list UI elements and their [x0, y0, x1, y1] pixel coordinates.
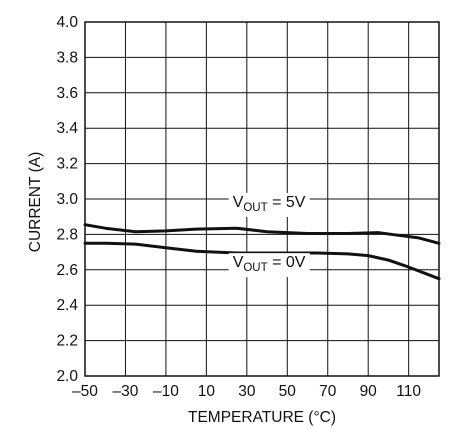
series-line-2 — [83, 241, 441, 281]
y-tick-label: 2.8 — [56, 226, 78, 243]
annotation-label: VOUT = 0V — [233, 254, 306, 274]
series-annotation-1: VOUT = 5V — [228, 192, 310, 217]
x-tick-label: 90 — [360, 383, 378, 400]
series-line-1 — [83, 223, 441, 245]
data-series — [83, 223, 441, 281]
y-tick-label: 4.0 — [56, 14, 78, 31]
y-tick-label: 2.4 — [56, 297, 78, 314]
y-tick-label: 2.2 — [56, 333, 78, 350]
x-tick-label: –50 — [72, 383, 98, 400]
y-tick-label: 2.6 — [56, 262, 78, 279]
series-annotation-2: VOUT = 0V — [228, 253, 310, 278]
annotation-background — [228, 192, 310, 217]
x-tick-label: –30 — [113, 383, 139, 400]
y-tick-label: 2.0 — [56, 368, 78, 385]
x-tick-label: –10 — [153, 383, 179, 400]
x-tick-label: 110 — [396, 383, 421, 400]
y-tick-label: 3.0 — [56, 191, 78, 208]
y-tick-label: 3.4 — [56, 120, 78, 137]
annotations: VOUT = 5V VOUT = 0V — [228, 192, 310, 278]
annotation-background — [228, 253, 310, 278]
y-tick-label: 3.6 — [56, 85, 78, 102]
annotation-label: VOUT = 5V — [233, 194, 306, 214]
y-tick-label: 3.2 — [56, 156, 78, 173]
y-tick-label: 3.8 — [56, 49, 78, 66]
y-axis-title: CURRENT (A) — [27, 152, 44, 252]
x-tick-label: 30 — [238, 383, 256, 400]
x-tick-label: 10 — [198, 383, 216, 400]
tick-labels: 2.0 2.2 2.4 2.6 2.8 3.0 3.2 3.4 3.6 3.8 4.0 –50 –30–… — [56, 14, 421, 400]
x-tick-label: 70 — [319, 383, 337, 400]
x-axis-title: TEMPERATURE (°C) — [188, 409, 336, 426]
plot-frame — [84, 21, 440, 377]
x-tick-label: 50 — [279, 383, 297, 400]
grid-lines — [84, 21, 440, 377]
